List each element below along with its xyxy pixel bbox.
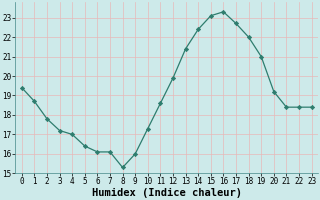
X-axis label: Humidex (Indice chaleur): Humidex (Indice chaleur) — [92, 188, 242, 198]
